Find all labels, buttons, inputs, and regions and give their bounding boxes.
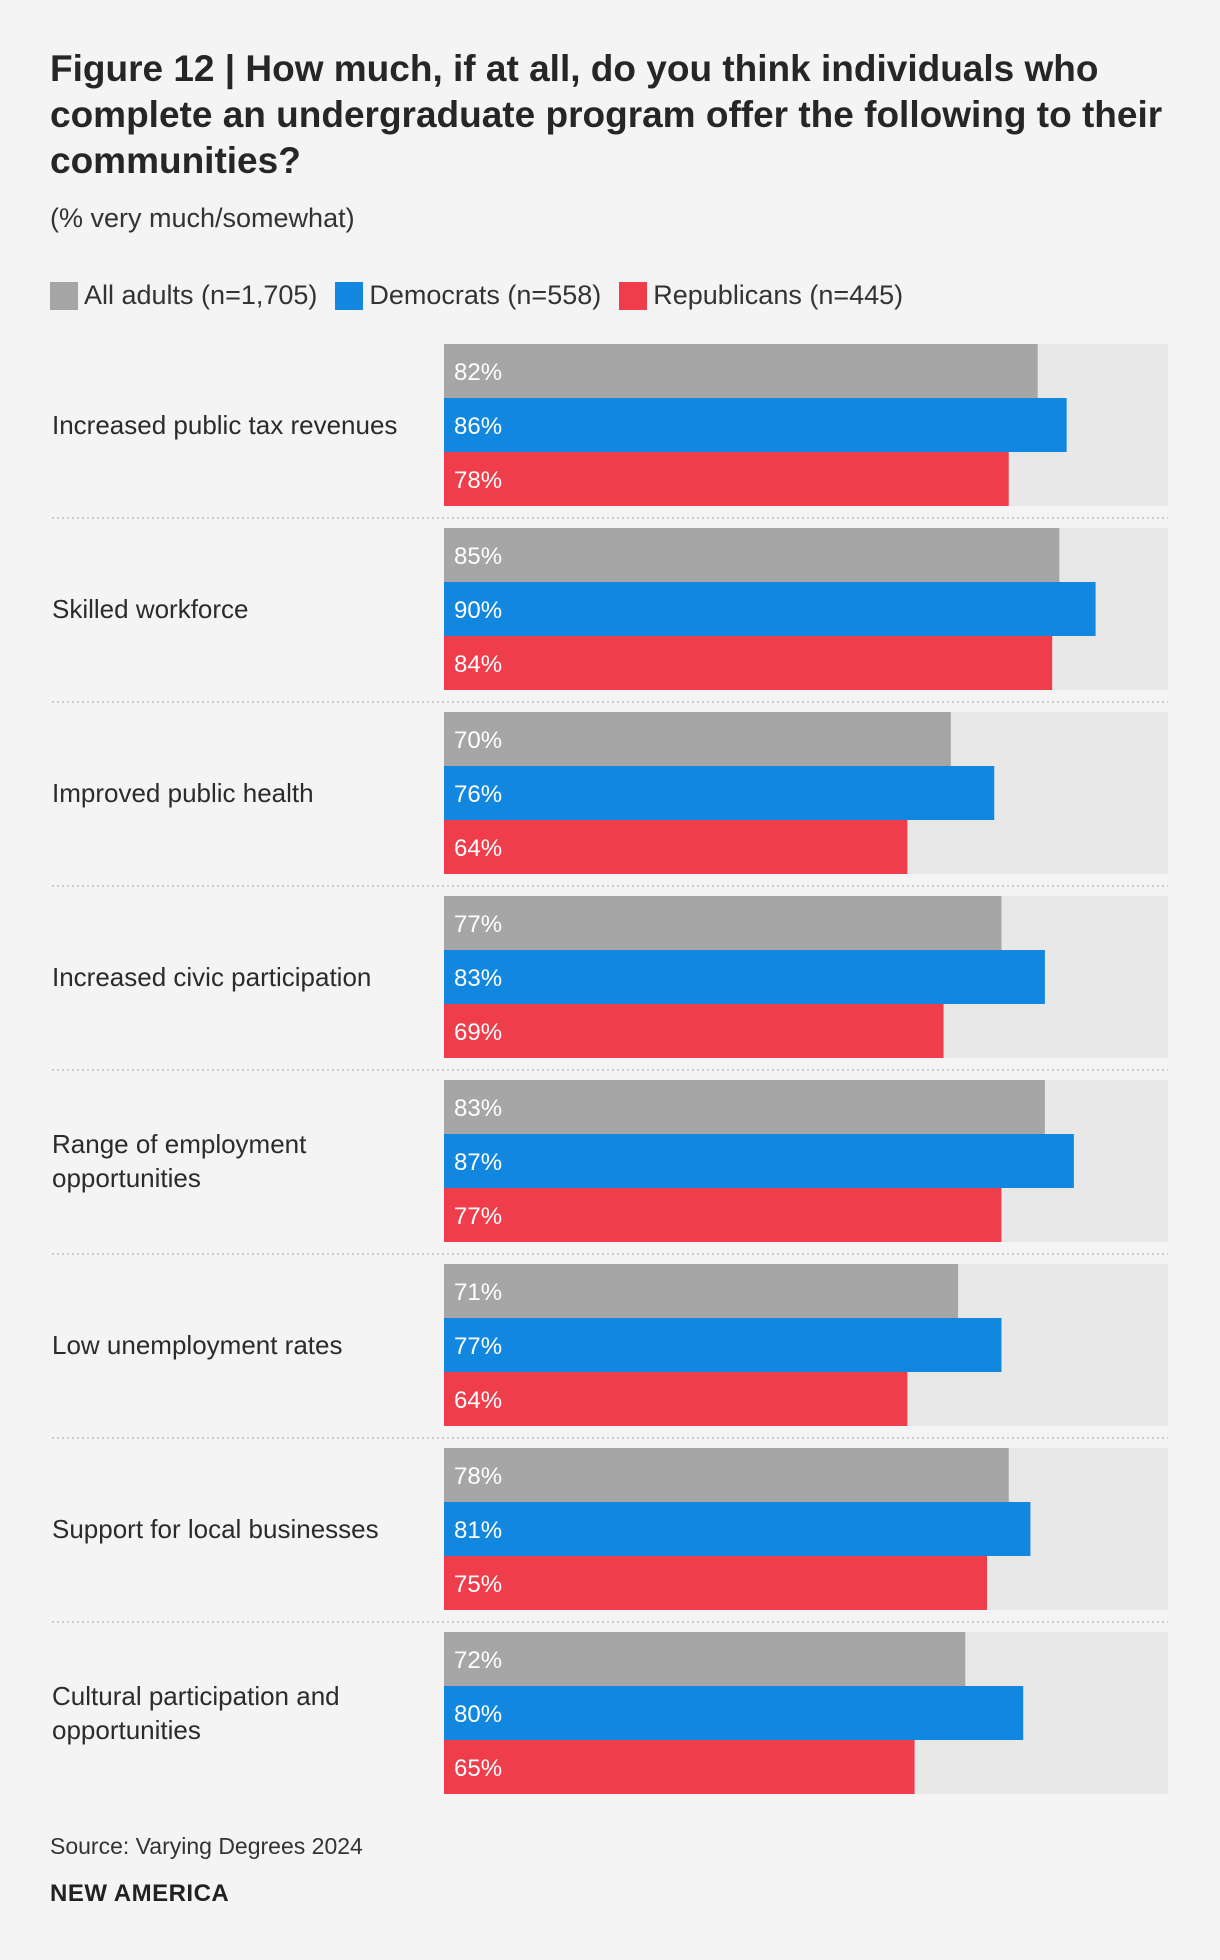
bar-value-label: 71% [454, 1279, 502, 1306]
bar-value-label: 82% [454, 359, 502, 386]
category-label-line: Improved public health [52, 778, 314, 808]
bar-value-label: 83% [454, 965, 502, 992]
bar [444, 528, 1060, 582]
bar-value-label: 87% [454, 1149, 502, 1176]
bar [444, 1740, 915, 1794]
bar [444, 344, 1038, 398]
bar-value-label: 77% [454, 1203, 502, 1230]
category-label: Increased civic participation [52, 962, 371, 992]
legend-label-all-adults: All adults (n=1,705) [84, 280, 318, 310]
category-label-line: opportunities [52, 1163, 201, 1193]
bar [444, 582, 1096, 636]
bar [444, 1080, 1045, 1134]
bar [444, 1502, 1031, 1556]
bar [444, 1134, 1074, 1188]
category-label-line: Cultural participation and [52, 1681, 340, 1711]
legend-item-democrats: Democrats (n=558) [335, 280, 601, 311]
bar-value-label: 64% [454, 1387, 502, 1414]
bar [444, 712, 951, 766]
legend-item-all-adults: All adults (n=1,705) [50, 280, 317, 311]
bar-value-label: 75% [454, 1571, 502, 1598]
category-label-line: opportunities [52, 1715, 201, 1745]
legend-label-republicans: Republicans (n=445) [653, 280, 904, 310]
bar-value-label: 76% [454, 781, 502, 808]
bar [444, 766, 995, 820]
legend: All adults (n=1,705) Democrats (n=558) R… [50, 280, 921, 311]
bar-value-label: 86% [454, 413, 502, 440]
bar [444, 636, 1053, 690]
chart-subtitle: (% very much/somewhat) [50, 203, 355, 233]
bar-value-label: 80% [454, 1701, 502, 1728]
bar [444, 896, 1002, 950]
bar [444, 398, 1067, 452]
bar-value-label: 72% [454, 1647, 502, 1674]
bar [444, 452, 1009, 506]
bar-value-label: 83% [454, 1095, 502, 1122]
legend-swatch-all-adults [50, 281, 78, 310]
category-label: Increased public tax revenues [52, 410, 397, 440]
bar-value-label: 77% [454, 1333, 502, 1360]
source-note: Source: Varying Degrees 2024 [50, 1833, 363, 1859]
legend-item-republicans: Republicans (n=445) [619, 280, 903, 311]
bar-value-label: 81% [454, 1517, 502, 1544]
category-label: Support for local businesses [52, 1514, 379, 1544]
bar-value-label: 77% [454, 911, 502, 938]
bar [444, 820, 908, 874]
category-label: Skilled workforce [52, 594, 249, 624]
bar-value-label: 85% [454, 543, 502, 570]
bar [444, 1318, 1002, 1372]
bar [444, 1556, 987, 1610]
bar-value-label: 78% [454, 467, 502, 494]
bar-value-label: 84% [454, 651, 502, 678]
bar-value-label: 69% [454, 1019, 502, 1046]
category-label-line: Range of employment [52, 1129, 307, 1159]
bar-value-label: 70% [454, 727, 502, 754]
bar-value-label: 90% [454, 597, 502, 624]
category-label-line: Skilled workforce [52, 594, 249, 624]
bar [444, 1448, 1009, 1502]
category-label: Low unemployment rates [52, 1330, 342, 1360]
category-label: Improved public health [52, 778, 314, 808]
brand-logo-text: NEW AMERICA [50, 1880, 230, 1907]
category-label-line: Increased public tax revenues [52, 410, 397, 440]
bar [444, 1686, 1024, 1740]
category-label-line: Low unemployment rates [52, 1330, 342, 1360]
bar [444, 1264, 959, 1318]
bar-value-label: 78% [454, 1463, 502, 1490]
legend-swatch-democrats [335, 281, 364, 310]
bar-value-label: 65% [454, 1755, 502, 1782]
bar [444, 1004, 944, 1058]
bar [444, 1188, 1002, 1242]
legend-label-democrats: Democrats (n=558) [369, 280, 602, 310]
category-label-line: Increased civic participation [52, 962, 371, 992]
bar [444, 950, 1045, 1004]
legend-swatch-republicans [619, 281, 648, 310]
bar [444, 1632, 966, 1686]
category-label: Range of employment opportunities [52, 1129, 307, 1193]
bar-value-label: 64% [454, 835, 502, 862]
category-label-line: Support for local businesses [52, 1514, 379, 1544]
bar [444, 1372, 908, 1426]
chart-title: Figure 12 | How much, if at all, do you … [50, 48, 1163, 181]
category-label: Cultural participation and opportunities [52, 1681, 340, 1745]
